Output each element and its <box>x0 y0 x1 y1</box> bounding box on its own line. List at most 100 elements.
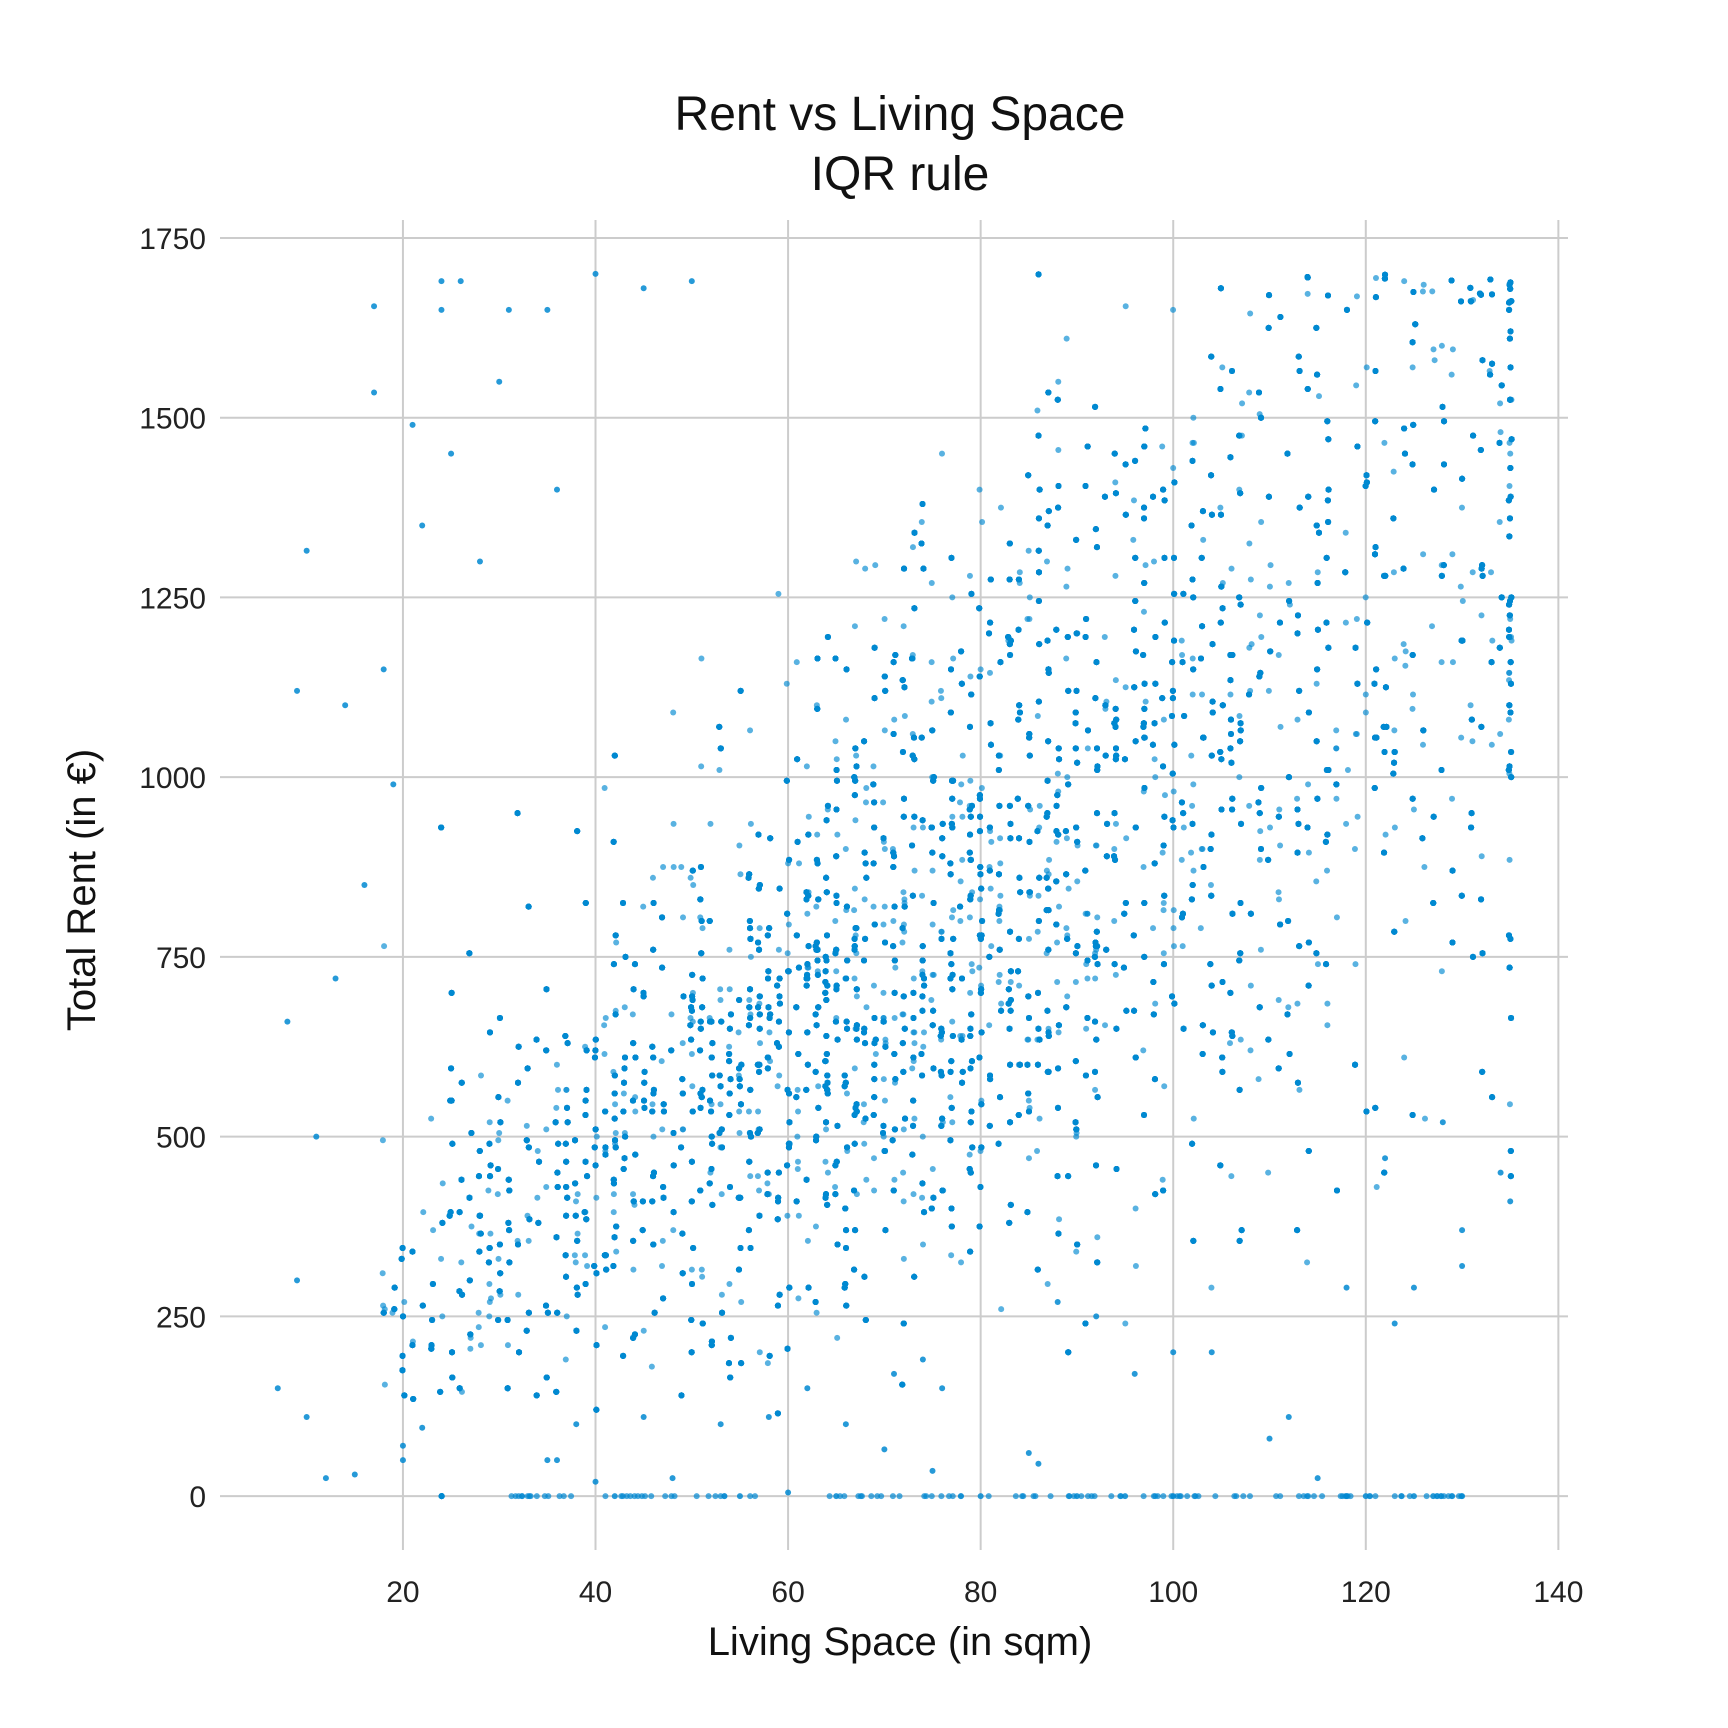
scatter-point <box>937 687 944 694</box>
scatter-point <box>1094 1234 1101 1241</box>
scatter-point <box>881 1097 888 1104</box>
scatter-point <box>824 1169 831 1176</box>
scatter-point <box>949 594 956 601</box>
scatter-point <box>938 450 945 457</box>
scatter-point <box>880 799 887 806</box>
scatter-point <box>504 1342 511 1349</box>
scatter-point <box>1354 813 1361 820</box>
scatter-point <box>737 871 744 878</box>
scatter-point <box>563 1313 570 1320</box>
scatter-point <box>717 1101 724 1108</box>
scatter-point <box>718 1291 725 1298</box>
scatter-point <box>593 1194 600 1201</box>
scatter-point <box>698 1266 705 1273</box>
scatter-point <box>1497 429 1504 436</box>
scatter-point <box>1390 468 1397 475</box>
scatter-point <box>687 874 694 881</box>
scatter-point <box>428 1115 435 1122</box>
scatter-point <box>439 1313 446 1320</box>
scatter-point <box>997 835 1004 842</box>
scatter-point <box>717 986 724 993</box>
scatter-point <box>1497 400 1504 407</box>
scatter-point <box>804 910 811 917</box>
scatter-point <box>1506 669 1513 676</box>
scatter-point <box>833 756 840 763</box>
scatter-point <box>1496 518 1503 525</box>
scatter-point <box>1063 835 1070 842</box>
scatter-point <box>1449 346 1456 353</box>
scatter-point <box>756 1349 763 1356</box>
scatter-point <box>862 565 869 572</box>
scatter-point <box>1092 975 1099 982</box>
scatter-point <box>880 989 887 996</box>
scatter-point <box>1448 371 1455 378</box>
scatter-point <box>1239 400 1246 407</box>
scatter-point <box>1161 1083 1168 1090</box>
scatter-point <box>901 713 908 720</box>
scatter-point <box>910 1191 917 1198</box>
scatter-point <box>543 1126 550 1133</box>
scatter-point <box>1170 943 1177 950</box>
scatter-point <box>920 1029 927 1036</box>
scatter-point <box>852 817 859 824</box>
scatter-point <box>1112 971 1119 978</box>
scatter-point <box>929 867 936 874</box>
scatter-point <box>1063 583 1070 590</box>
scatter-point <box>1390 569 1397 576</box>
scatter-point <box>1200 536 1207 543</box>
scatter-point <box>1401 1054 1408 1061</box>
scatter-point <box>1043 558 1050 565</box>
scatter-point <box>929 971 936 978</box>
scatter-point <box>851 1065 858 1072</box>
scatter-point <box>534 1194 541 1201</box>
scatter-point <box>495 1137 502 1144</box>
scatter-point <box>1179 651 1186 658</box>
scatter-point <box>1112 820 1119 827</box>
scatter-point <box>1246 389 1253 396</box>
scatter-point <box>1188 849 1195 856</box>
scatter-point <box>881 616 888 622</box>
scatter-point <box>1313 680 1320 687</box>
scatter-point <box>784 950 791 957</box>
scatter-point <box>1152 1000 1159 1007</box>
scatter-point <box>630 1266 637 1273</box>
scatter-point <box>475 1324 482 1331</box>
scatter-point <box>1353 382 1360 389</box>
scatter-point <box>1419 288 1426 295</box>
scatter-point <box>1132 1205 1139 1212</box>
scatter-point <box>1459 598 1466 605</box>
scatter-point <box>726 986 733 993</box>
scatter-point <box>1488 741 1495 748</box>
scatter-point <box>707 820 714 827</box>
scatter-point <box>968 961 975 968</box>
scatter-point <box>486 1313 493 1320</box>
scatter-point <box>1478 612 1485 619</box>
scatter-point <box>1036 1115 1043 1122</box>
scatter-point <box>1266 583 1273 590</box>
scatter-point <box>1219 364 1226 371</box>
scatter-point <box>1092 1086 1099 1093</box>
scatter-point <box>1024 616 1031 622</box>
scatter-point <box>891 1176 898 1183</box>
scatter-point <box>853 993 860 1000</box>
scatter-point <box>1449 659 1456 666</box>
scatter-point <box>1159 443 1166 450</box>
scatter-point <box>911 1029 918 1036</box>
scatter-point <box>794 1133 801 1140</box>
scatter-point <box>958 781 965 788</box>
scatter-point <box>1489 637 1496 644</box>
scatter-point <box>909 1065 916 1072</box>
scatter-point <box>525 1237 532 1244</box>
scatter-point <box>956 799 963 806</box>
scatter-point <box>833 968 840 975</box>
scatter-point <box>919 1133 926 1140</box>
scatter-point <box>1112 479 1119 486</box>
scatter-point <box>660 864 667 871</box>
scatter-point <box>1247 576 1254 583</box>
scatter-point <box>1101 633 1108 640</box>
scatter-point <box>910 824 917 831</box>
scatter-point <box>986 669 993 676</box>
scatter-point <box>678 864 685 871</box>
scatter-point <box>621 1004 628 1011</box>
scatter-point <box>379 1137 386 1144</box>
